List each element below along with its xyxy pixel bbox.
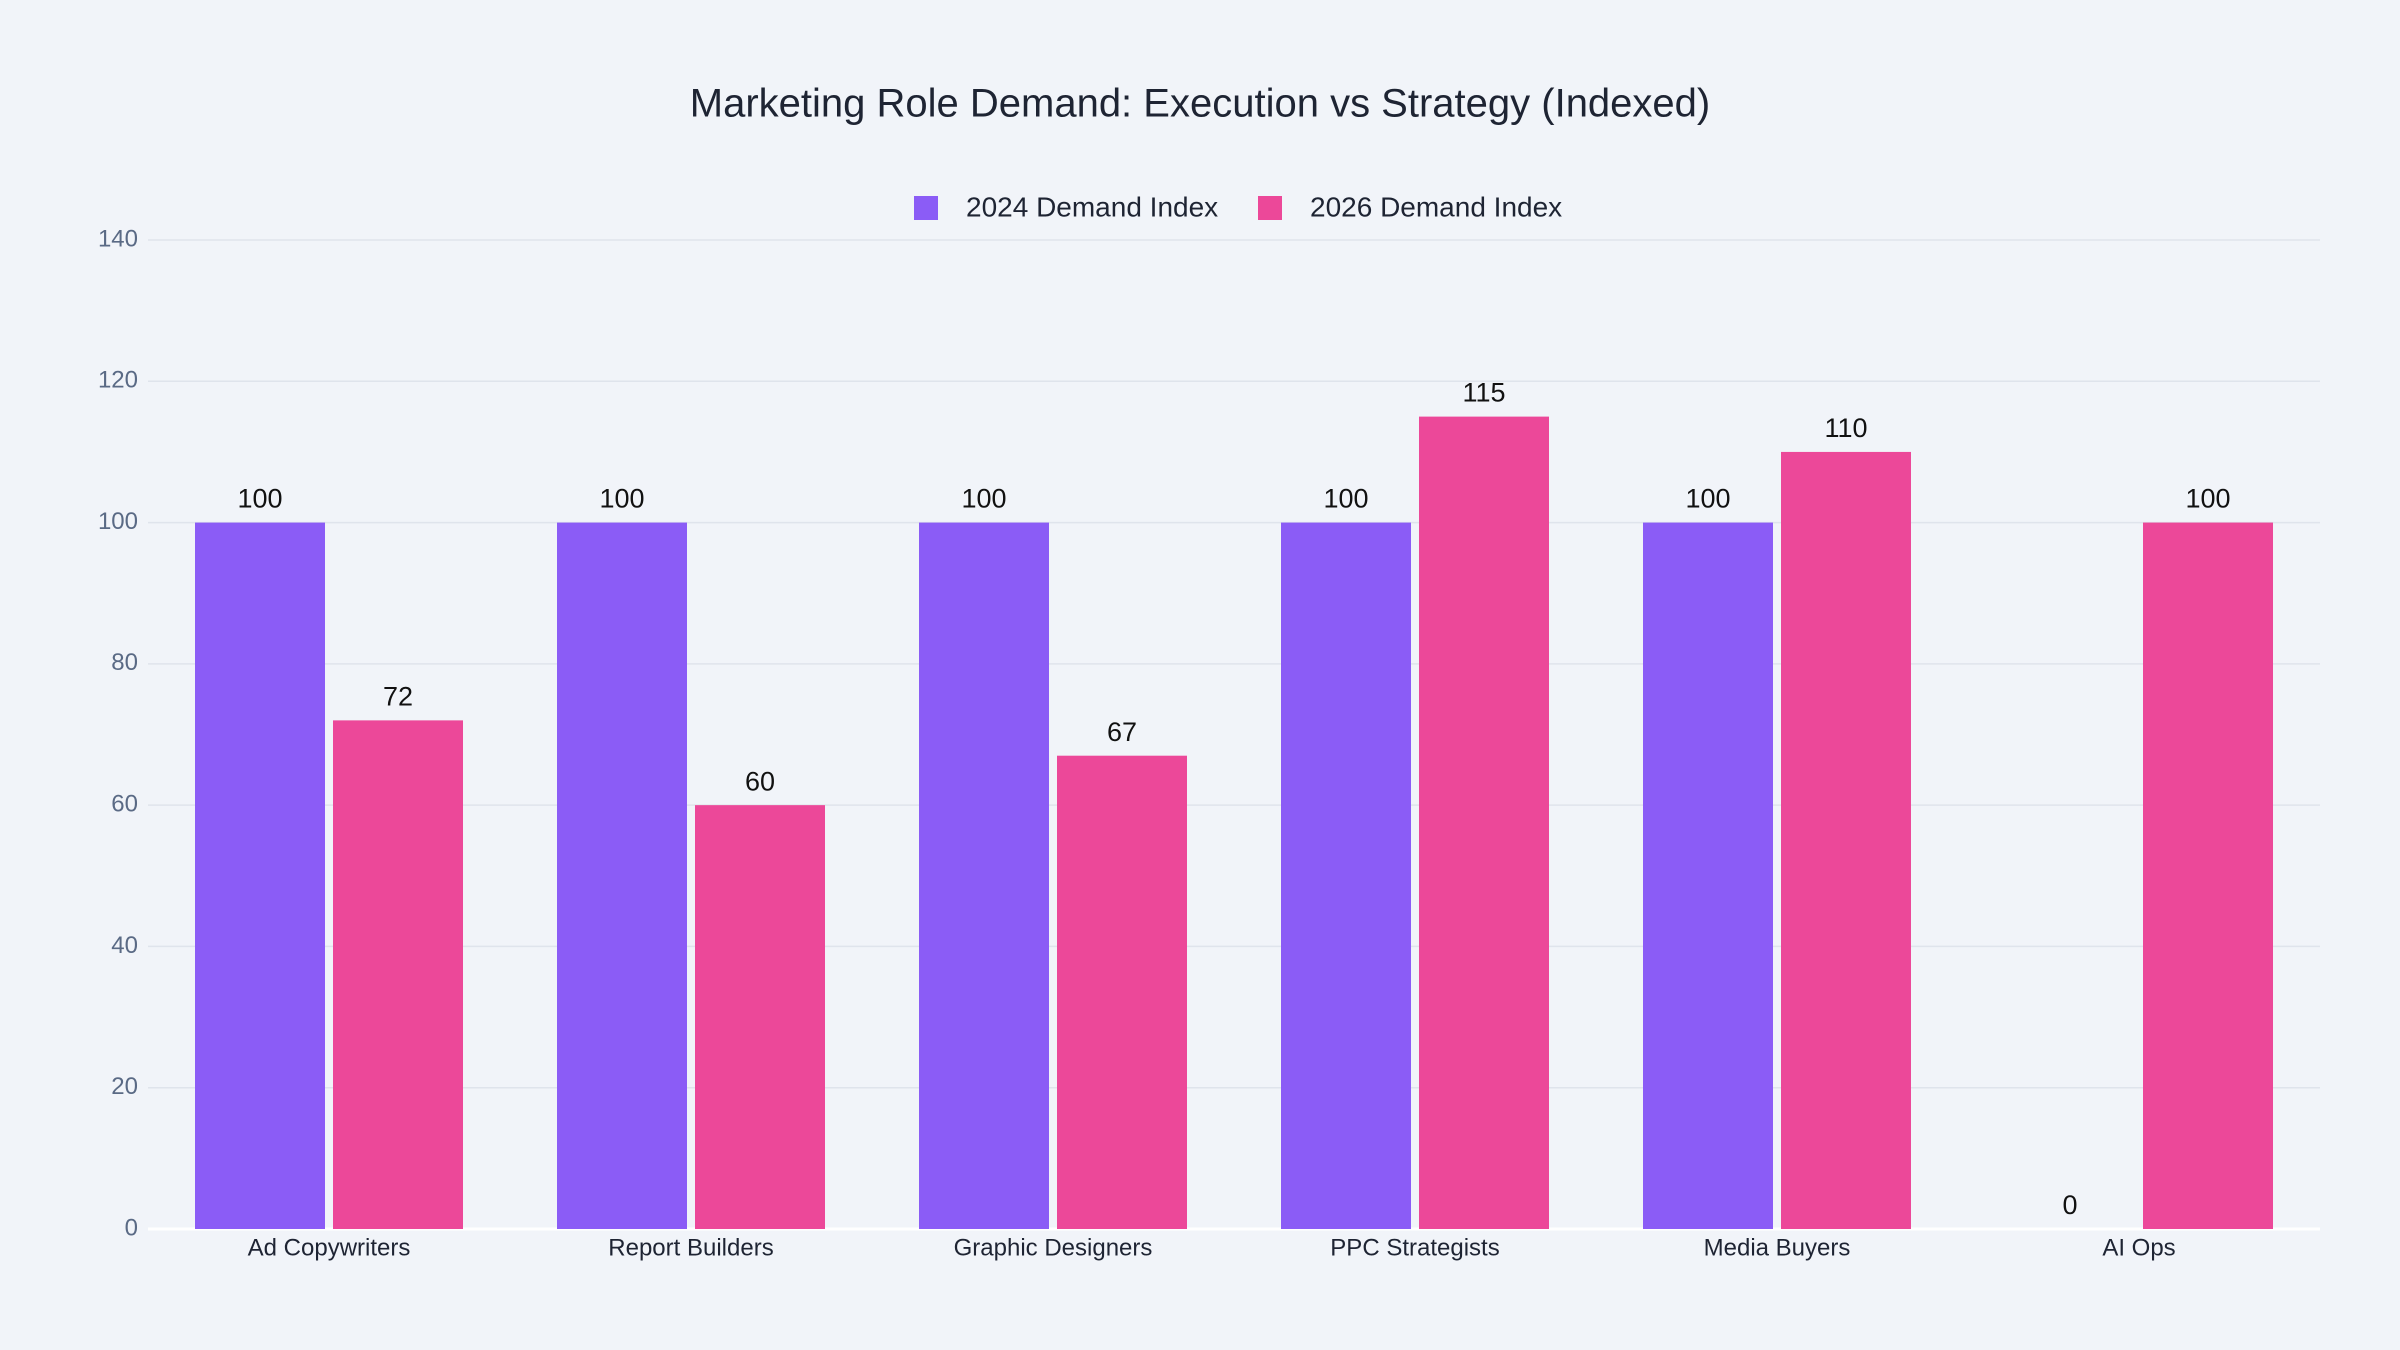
bar	[695, 805, 825, 1229]
value-label: 110	[1824, 413, 1867, 443]
value-label: 100	[2185, 484, 2230, 514]
value-label: 100	[961, 484, 1006, 514]
x-tick-label: Report Builders	[608, 1234, 773, 1261]
value-label: 100	[599, 484, 644, 514]
legend-label: 2026 Demand Index	[1310, 191, 1562, 222]
value-label: 0	[2062, 1190, 2077, 1220]
value-label: 100	[1323, 484, 1368, 514]
legend-swatch	[914, 196, 938, 220]
x-tick-label: Ad Copywriters	[248, 1234, 411, 1261]
value-label: 60	[745, 766, 775, 796]
bar	[1281, 522, 1411, 1229]
y-tick-label: 140	[98, 225, 138, 252]
value-label: 100	[1685, 484, 1730, 514]
legend-label: 2024 Demand Index	[966, 191, 1218, 222]
y-tick-label: 100	[98, 508, 138, 535]
bar	[1419, 416, 1549, 1229]
y-tick-label: 80	[111, 649, 138, 676]
y-tick-label: 60	[111, 790, 138, 817]
bar	[1781, 451, 1911, 1229]
y-tick-label: 0	[125, 1214, 138, 1241]
value-label: 67	[1107, 717, 1137, 747]
legend-swatch	[1258, 196, 1282, 220]
value-label: 72	[383, 681, 413, 711]
y-tick-label: 120	[98, 367, 138, 394]
x-tick-label: Media Buyers	[1704, 1234, 1851, 1261]
chart-title: Marketing Role Demand: Execution vs Stra…	[690, 82, 1711, 126]
bar	[1643, 522, 1773, 1229]
x-tick-label: PPC Strategists	[1330, 1234, 1499, 1261]
y-tick-label: 20	[111, 1073, 138, 1100]
bar	[557, 522, 687, 1229]
y-tick-label: 40	[111, 932, 138, 959]
bar	[919, 522, 1049, 1229]
x-tick-label: Graphic Designers	[954, 1234, 1153, 1261]
value-label: 100	[237, 484, 282, 514]
bar	[1057, 755, 1187, 1229]
bar	[333, 720, 463, 1229]
bar	[2143, 522, 2273, 1229]
bar	[195, 522, 325, 1229]
value-label: 115	[1462, 378, 1505, 408]
x-tick-label: AI Ops	[2102, 1234, 2175, 1261]
